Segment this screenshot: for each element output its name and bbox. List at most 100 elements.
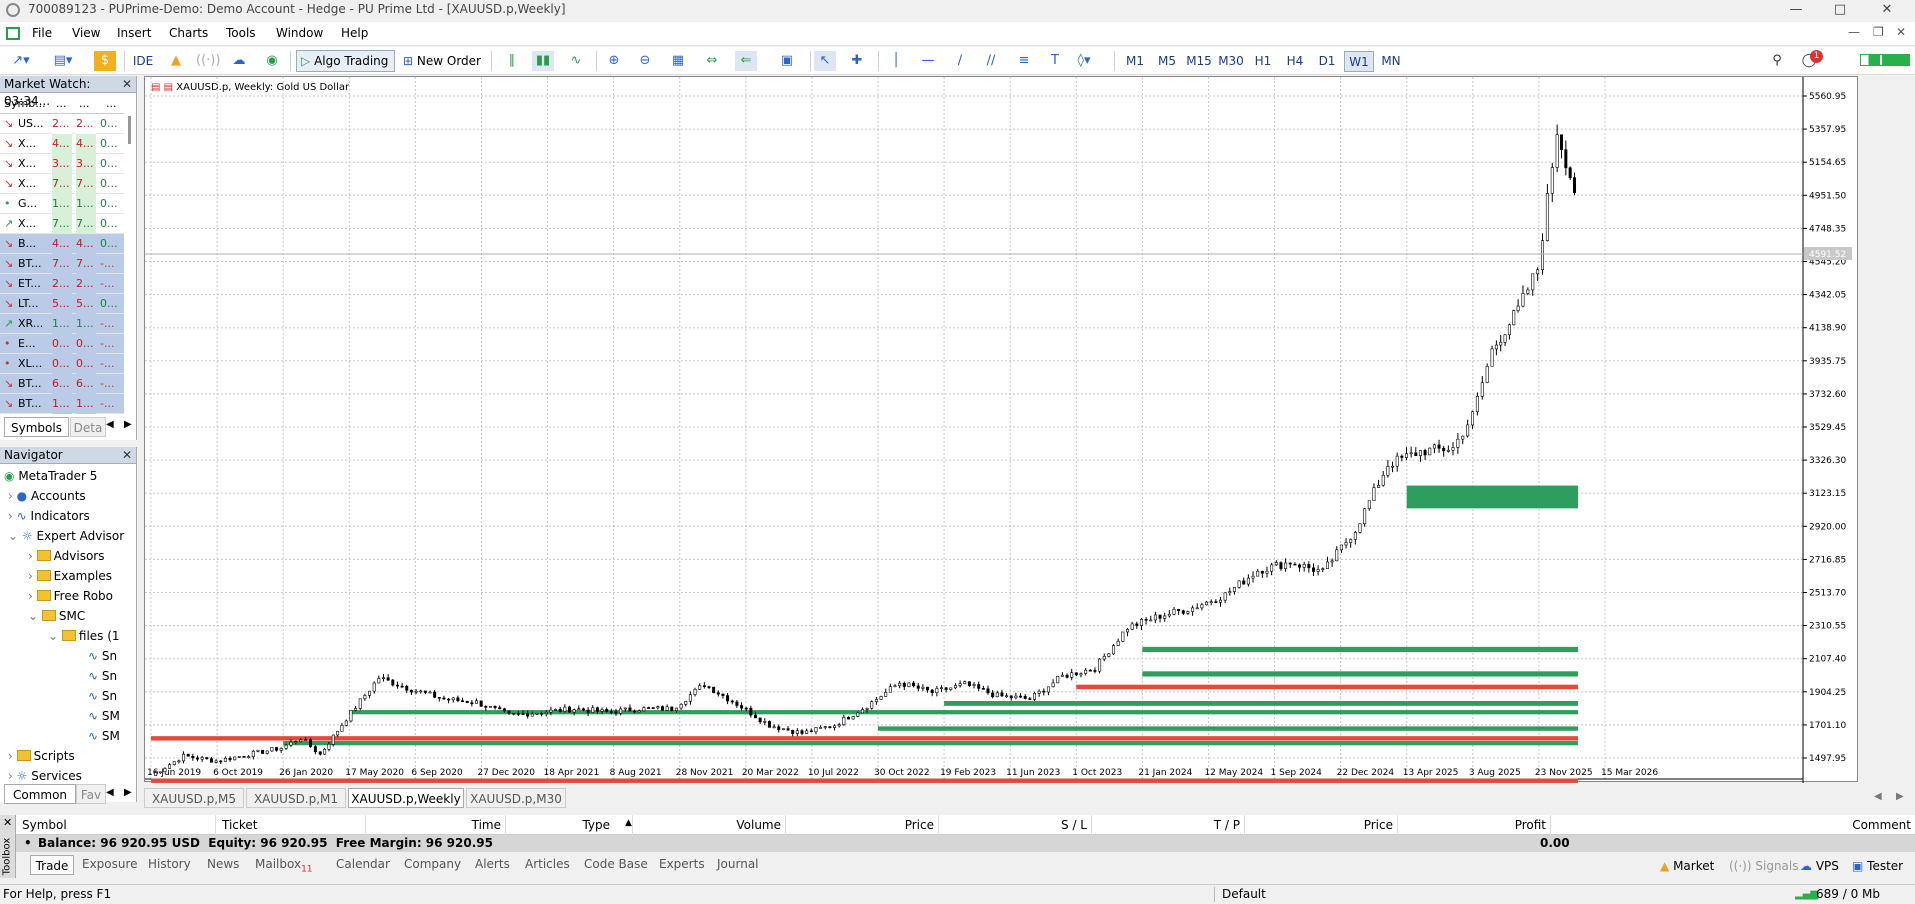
new-chart-icon[interactable]: ↗▾ — [12, 53, 30, 68]
nav-file-item[interactable]: ∿ SM — [88, 709, 120, 723]
search-icon[interactable]: ⚲ — [1772, 53, 1782, 68]
vps-button[interactable]: ☁ VPS — [1800, 859, 1839, 873]
market-watch-row[interactable]: ↘ X... 7... 7... 0... — [0, 174, 124, 194]
globe-icon[interactable]: ◉ — [266, 53, 278, 68]
nav-examples[interactable]: › Examples — [28, 569, 112, 583]
tab-code-base[interactable]: Code Base — [584, 857, 648, 871]
tf-m30-button[interactable]: M30 — [1218, 54, 1244, 68]
nav-file-item[interactable]: ∿ Sn — [88, 689, 118, 703]
market-watch-row[interactable]: ↗ XR... 1... 1... -... — [0, 314, 124, 334]
candles-icon[interactable]: ▮▮ — [532, 51, 554, 71]
vertical-line-icon[interactable]: │ — [892, 53, 900, 68]
col-symbol[interactable]: Symb... — [4, 97, 46, 110]
tf-h1-button[interactable]: H1 — [1254, 54, 1272, 68]
market-watch-row[interactable]: ↘ LT... 5... 5... 0... — [0, 294, 124, 314]
nav-indicators[interactable]: › ∿ Indicators — [8, 509, 90, 523]
shapes-icon[interactable]: ◊▾ — [1077, 53, 1091, 68]
menu-view[interactable]: View — [72, 26, 101, 40]
crosshair-icon[interactable]: ✚ — [851, 53, 863, 68]
nav-smc[interactable]: ⌄ SMC — [28, 609, 86, 623]
tab-calendar[interactable]: Calendar — [336, 857, 390, 871]
menu-charts[interactable]: Charts — [169, 26, 209, 40]
autoscroll-icon[interactable]: ⇔ — [706, 53, 718, 68]
tf-m15-button[interactable]: M15 — [1186, 54, 1212, 68]
nav-files[interactable]: ⌄ files (1 — [48, 629, 120, 643]
chart-tab-weekly[interactable]: XAUUSD.p,Weekly — [348, 788, 464, 808]
tab-details[interactable]: Deta — [70, 417, 106, 437]
col-sl[interactable]: S / L — [939, 815, 1092, 835]
nav-file-item[interactable]: ∿ SM — [88, 729, 120, 743]
signals-button[interactable]: ((·)) Signals — [1729, 859, 1799, 873]
tab-mailbox[interactable]: Mailbox11 — [255, 857, 313, 875]
cursor-icon[interactable]: ↖ — [814, 51, 836, 71]
maximize-button[interactable]: □ — [1833, 2, 1847, 17]
tab-favorites[interactable]: Fav — [76, 784, 106, 804]
col-comment[interactable]: Comment — [1852, 818, 1911, 832]
menu-tools[interactable]: Tools — [226, 26, 256, 40]
close-icon[interactable]: ✕ — [122, 448, 133, 462]
close-button[interactable]: ✕ — [1881, 2, 1893, 17]
col-bid[interactable]: ... — [56, 97, 67, 110]
grid-icon[interactable]: ▦ — [671, 53, 685, 68]
col-ask[interactable]: ... — [79, 97, 90, 110]
col-tp[interactable]: T / P — [1092, 815, 1245, 835]
nav-advisors[interactable]: › Advisors — [28, 549, 105, 563]
nav-expert-advisors[interactable]: ⌄ ☼ Expert Advisor — [8, 529, 125, 543]
tab-scroll-right-icon[interactable]: ▶ — [124, 419, 132, 430]
tf-d1-button[interactable]: D1 — [1318, 54, 1336, 68]
trendline-icon[interactable]: ∕ — [957, 53, 963, 68]
chart-tab-m5[interactable]: XAUUSD.p,M5 — [144, 788, 244, 808]
balance-row[interactable]: • Balance: 96 920.95 USD Equity: 96 920.… — [16, 835, 1915, 852]
tab-articles[interactable]: Articles — [525, 857, 570, 871]
col-volume[interactable]: Volume — [633, 815, 786, 835]
col-price-current[interactable]: Price — [1245, 815, 1398, 835]
screenshot-icon[interactable]: ▣ — [780, 53, 794, 68]
mdi-restore-button[interactable]: ❐ — [1873, 25, 1884, 39]
col-change[interactable]: ... — [106, 97, 117, 110]
chart-tab-m30[interactable]: XAUUSD.p,M30 — [466, 788, 566, 808]
chart-tab-scroll-right-icon[interactable]: ▶ — [1896, 791, 1904, 802]
mdi-minimize-button[interactable]: — — [1848, 25, 1860, 39]
menu-file[interactable]: File — [32, 26, 53, 40]
col-profit[interactable]: Profit — [1398, 815, 1551, 835]
col-ticket[interactable]: Ticket — [216, 815, 366, 835]
price-chart[interactable]: 5560.95 5357.95 5154.65 4951.50 4748.35 4545.… — [145, 77, 1859, 783]
algo-trading-button[interactable]: ▷ Algo Trading — [296, 50, 395, 72]
tab-scroll-left-icon[interactable]: ◀ — [106, 787, 114, 798]
market-button[interactable]: ▲ Market — [1660, 859, 1715, 873]
market-watch-row[interactable]: • XL... 0... 0... -... — [0, 354, 124, 374]
tab-trade[interactable]: Trade — [30, 855, 74, 875]
close-icon[interactable]: ✕ — [3, 816, 13, 829]
chart-tab-m1[interactable]: XAUUSD.p,M1 — [246, 788, 346, 808]
fibonacci-icon[interactable]: ≡ — [1018, 53, 1030, 68]
tab-history[interactable]: History — [148, 857, 191, 871]
bar-chart-icon[interactable]: ∥ — [508, 53, 516, 68]
tab-exposure[interactable]: Exposure — [82, 857, 138, 871]
nav-services[interactable]: › ☼ Services — [8, 769, 82, 783]
scrollbar[interactable] — [128, 116, 131, 144]
tf-mn-button[interactable]: MN — [1381, 54, 1401, 68]
new-order-button[interactable]: ⊞ New Order — [403, 51, 481, 71]
signal-icon[interactable]: ((·)) — [196, 53, 221, 68]
channel-icon[interactable]: ∕∕ — [986, 53, 996, 68]
nav-accounts[interactable]: › ● Accounts — [8, 489, 86, 503]
col-symbol[interactable]: Symbol — [16, 815, 216, 835]
tab-company[interactable]: Company — [404, 857, 462, 871]
horizontal-line-icon[interactable]: — — [921, 53, 935, 68]
nav-metatrader5[interactable]: ◉ MetaTrader 5 — [4, 469, 98, 483]
tab-news[interactable]: News — [207, 857, 240, 871]
menu-window[interactable]: Window — [276, 26, 324, 40]
tf-m1-button[interactable]: M1 — [1126, 54, 1144, 68]
chart-window[interactable]: ▤ ▤ XAUUSD.p, Weekly: Gold US Dollar 556… — [144, 76, 1859, 783]
market-watch-row[interactable]: • E... 0... 0... -... — [0, 334, 124, 354]
tf-h4-button[interactable]: H4 — [1286, 54, 1304, 68]
market-watch-row[interactable]: • G... 1... 1... 0... — [0, 194, 124, 214]
tf-m5-button[interactable]: M5 — [1158, 54, 1176, 68]
nav-file-item[interactable]: ∿ Sn — [88, 649, 118, 663]
tab-journal[interactable]: Journal — [717, 857, 759, 871]
ide-button[interactable]: IDE — [132, 54, 154, 68]
tab-scroll-right-icon[interactable]: ▶ — [124, 787, 132, 798]
chart-shift-icon[interactable]: ⇐ — [735, 51, 757, 71]
tab-alerts[interactable]: Alerts — [475, 857, 510, 871]
market-watch-row[interactable]: ↘ US... 2... 2... 0... — [0, 114, 124, 134]
